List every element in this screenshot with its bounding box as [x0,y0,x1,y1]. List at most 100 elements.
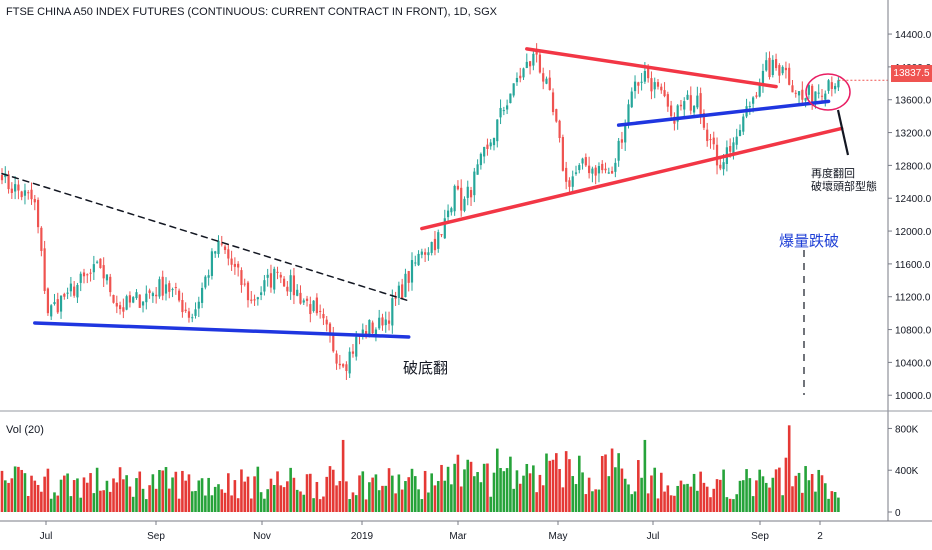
candle-body [663,90,666,97]
candle-body [217,240,220,255]
candle-body [784,67,788,71]
volume-bar [256,466,260,512]
candle-body [706,129,709,141]
volume-bar [122,479,125,512]
volume-bar [328,466,332,512]
candle-body [610,170,614,174]
candle-body [56,299,59,313]
volume-bar [223,492,227,512]
candle-body [220,243,223,245]
candle-body [17,184,20,191]
volume-bar [161,470,165,512]
candle-body [253,299,256,301]
trendlines [1,47,844,339]
volume-bar [43,476,46,512]
time-tick-label: May [549,531,568,542]
volume-bar [735,494,739,512]
volume-bar [384,485,388,512]
candle-body [161,276,164,296]
candle-body [361,329,364,334]
candle-body [814,91,817,104]
volume-bar [374,474,378,512]
volume-bar [167,488,171,512]
volume-bars [0,425,840,512]
volume-bar [417,489,420,512]
volume-bar [220,489,224,512]
volume-bar [164,467,168,512]
candle-body [469,190,473,198]
candle-body [138,294,141,308]
volume-bar [673,495,676,512]
volume-bar [722,469,725,512]
candle-body [771,59,774,76]
candle-body [374,329,378,335]
candle-body [115,302,118,307]
volume-bar [105,480,109,512]
candle-body [630,91,633,108]
volume-bar [200,478,204,512]
volume-bar [23,473,27,512]
volume-bar [85,482,89,512]
volume-bar [423,470,427,512]
candle-body [509,93,512,104]
overlays [803,73,888,395]
candle-body [132,297,135,303]
volume-bar [495,448,499,512]
candle-body [453,185,456,212]
candle-body [568,180,571,187]
candle-body [686,94,689,100]
volume-bar [614,467,617,512]
candle-body [345,364,348,371]
volume-bar [827,498,830,512]
candle-body [761,70,765,86]
candle-body [489,142,492,147]
candle-body [561,137,564,171]
candle-body [574,172,578,174]
candle-body [660,86,663,91]
candle-body [158,279,161,297]
candle-body [578,165,581,171]
volume-bar [253,476,256,512]
time-tick-label: Nov [253,531,271,542]
candle-body [66,292,69,294]
candle-body [702,113,706,128]
price-tick-label: 10400.0 [895,358,932,369]
volume-bar [669,495,673,512]
candle-body [394,297,397,299]
candle-body [732,142,735,155]
candle-body [768,57,771,78]
volume-bar [778,467,781,512]
candle-body [594,167,597,176]
candle-body [571,176,574,187]
candle-body [384,319,387,326]
volume-bar [174,471,178,512]
candle-body [135,292,138,299]
candle-body [23,190,27,196]
volume-bar [774,469,778,512]
candle-body [774,59,778,69]
volume-bar [240,469,243,512]
candle-body [204,276,207,288]
annotation-bottom-reversal: 破底翻 [403,359,449,377]
candle-body [752,97,755,104]
volume-bar [797,472,801,512]
trendline-downtrend-resistance [1,172,410,302]
candle-body [542,73,545,82]
volume-bar [49,498,53,512]
candle-body [440,234,443,236]
candle-body [666,94,669,107]
volume-bar [633,491,637,512]
candle-body [27,192,30,194]
volume-bar [610,448,614,512]
volume-bar [299,491,302,512]
candle-body [102,265,105,279]
candle-body [584,157,587,166]
volume-bar [571,476,575,512]
pointer-arrow [836,109,850,156]
volume-bar [604,454,607,512]
volume-bar [702,482,706,512]
candle-body [817,92,820,94]
candle-body [240,270,243,286]
